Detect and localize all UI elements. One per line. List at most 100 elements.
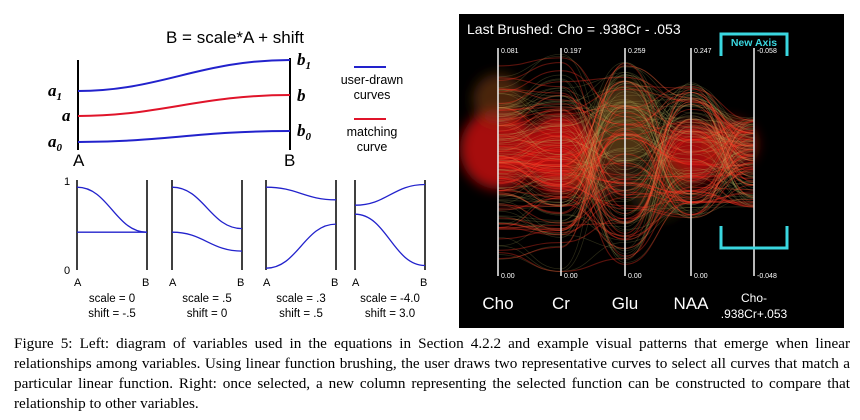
pc-axis-bottom-value: -0.048 <box>757 273 777 280</box>
tick-b1: b1 <box>297 50 311 72</box>
data-polyline <box>497 91 755 234</box>
panel-scale-label: scale = .5 <box>182 293 232 305</box>
density-blob <box>569 149 629 199</box>
data-polyline <box>497 82 755 249</box>
panel-shift-label: shift = 3.0 <box>365 308 415 320</box>
data-polyline <box>497 133 755 207</box>
data-polyline <box>497 119 755 229</box>
data-polyline <box>497 104 755 202</box>
data-polyline <box>497 94 755 216</box>
y-label-bottom: 0 <box>64 265 70 277</box>
data-polyline <box>497 73 755 218</box>
axis-b-label: B <box>284 151 295 170</box>
legend-matching-line2: curve <box>357 140 388 154</box>
data-polyline <box>497 61 755 219</box>
panel-b-label: B <box>331 277 338 289</box>
data-polyline <box>497 108 755 257</box>
panel-curve <box>265 186 337 201</box>
data-polyline <box>497 99 755 206</box>
tick-b0: b0 <box>297 121 312 143</box>
data-polyline <box>497 87 755 195</box>
data-polyline <box>497 106 755 231</box>
tick-b: b <box>297 86 306 105</box>
panel-a-label: A <box>169 277 177 289</box>
figure-caption: Figure 5: Left: diagram of variables use… <box>14 334 850 414</box>
panel-b-label: B <box>420 277 427 289</box>
density-blob <box>701 119 757 169</box>
data-polyline <box>497 103 755 215</box>
data-polyline <box>497 105 755 185</box>
pc-axis-bottom-value: 0.00 <box>628 273 642 280</box>
user-drawn-curve-bottom <box>77 130 291 143</box>
data-polyline <box>497 57 755 198</box>
data-polyline <box>497 138 755 251</box>
data-polyline <box>497 106 755 238</box>
data-polyline <box>497 104 755 194</box>
data-polyline <box>497 100 755 206</box>
data-polyline <box>497 111 755 214</box>
pc-axis-name: Cho- <box>741 291 767 305</box>
panel-curve <box>171 186 243 230</box>
user-drawn-curve-top <box>77 59 291 92</box>
data-polyline <box>497 157 755 218</box>
pc-axis-top-value: 0.247 <box>694 48 712 55</box>
pc-axis-bottom-value: 0.00 <box>694 273 708 280</box>
legend-user-drawn-line1: user-drawn <box>341 73 404 87</box>
axis-labels: 0.081 0.00 Cho 0.197 0.00 Cr 0.259 0.00 Glu 0.247… <box>482 48 787 321</box>
data-polyline <box>497 104 755 228</box>
panel-curve <box>354 183 426 206</box>
data-polyline <box>497 53 755 176</box>
data-polyline <box>497 86 755 147</box>
data-polyline <box>497 72 755 187</box>
pc-axis-name: NAA <box>674 294 710 313</box>
data-polyline <box>497 95 755 219</box>
panel-a-label: A <box>352 277 360 289</box>
data-polyline <box>497 101 755 215</box>
data-polyline <box>497 105 755 171</box>
data-polyline <box>497 135 755 204</box>
caption-text: Left: diagram of variables used in the e… <box>14 335 850 412</box>
matching-curve <box>77 94 291 117</box>
panel-shift-label: shift = 0 <box>187 308 228 320</box>
data-polyline <box>497 121 755 240</box>
pc-axis-top-value: 0.081 <box>501 48 519 55</box>
data-polyline <box>497 133 755 272</box>
pc-axis-name: Cho <box>482 294 513 313</box>
panel-curve <box>354 213 426 267</box>
panel-scale-label: scale = .3 <box>276 293 326 305</box>
legend-matching-line1: matching <box>347 125 398 139</box>
pc-axis-top-value: 0.259 <box>628 48 646 55</box>
data-polyline <box>497 80 755 204</box>
pc-axis-bottom-value: 0.00 <box>501 273 515 280</box>
equation-title: B = scale*A + shift <box>166 28 304 47</box>
panel-b-label: B <box>237 277 244 289</box>
data-polyline <box>497 133 755 221</box>
data-polyline <box>497 118 755 222</box>
panel-shift-label: shift = -.5 <box>88 308 136 320</box>
data-polyline <box>497 87 755 195</box>
data-polyline <box>497 88 755 198</box>
data-polyline <box>497 128 755 224</box>
data-polyline <box>497 128 755 211</box>
panel-curve <box>76 186 148 233</box>
last-brushed-title: Last Brushed: Cho = .938Cr - .053 <box>467 21 681 37</box>
caption-label: Figure 5: <box>14 335 73 352</box>
data-polyline <box>497 115 755 170</box>
pc-axis-name: Cr <box>552 294 570 313</box>
panel-b-label: B <box>142 277 149 289</box>
linear-function-diagram: B = scale*A + shift a1 a a0 b1 b b0 A B … <box>48 28 427 320</box>
panel-shift-label: shift = .5 <box>279 308 323 320</box>
data-polyline <box>497 98 755 167</box>
panel-a-label: A <box>74 277 82 289</box>
data-polyline <box>497 83 755 170</box>
y-label-top: 1 <box>64 176 70 188</box>
pc-axis-top-value: -0.058 <box>757 48 777 55</box>
data-polyline <box>497 101 755 202</box>
data-polyline <box>497 132 755 215</box>
pc-axis-bottom-value: 0.00 <box>564 273 578 280</box>
data-polyline <box>497 74 755 236</box>
data-polyline <box>497 90 755 156</box>
axis-a-label: A <box>73 151 85 170</box>
data-polyline <box>497 126 755 224</box>
